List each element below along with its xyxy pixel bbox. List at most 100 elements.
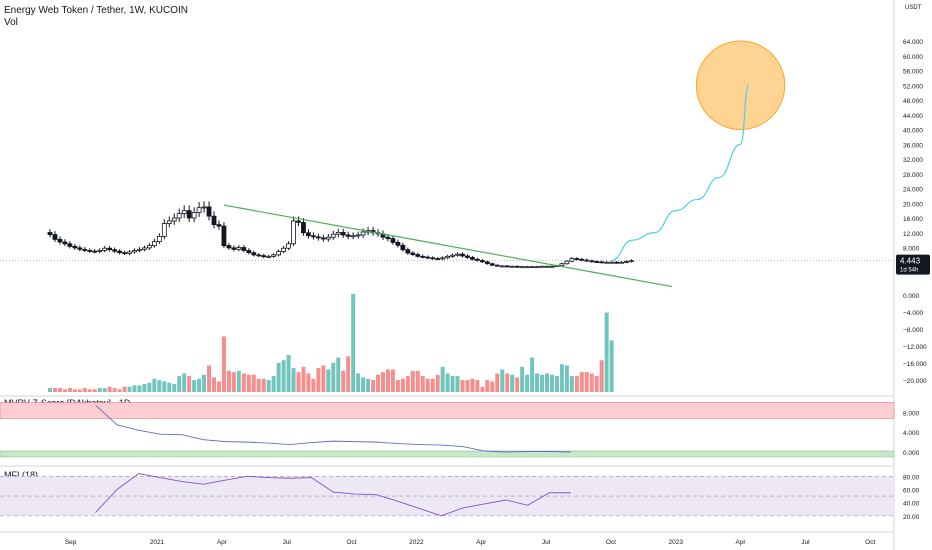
volume-bar: [351, 294, 356, 392]
candle-body: [216, 224, 222, 227]
volume-bar: [505, 373, 510, 392]
volume-bar: [520, 366, 525, 392]
candle-body: [325, 236, 331, 240]
candle-body: [241, 247, 247, 251]
volume-bar: [152, 378, 157, 392]
price-tick: 8.000: [903, 246, 920, 253]
volume-legend[interactable]: Vol: [4, 17, 18, 28]
volume-bar: [604, 312, 609, 392]
candle-body: [181, 210, 187, 214]
candle-body: [211, 215, 217, 226]
volume-bar: [182, 373, 187, 392]
volume-bar: [589, 373, 594, 392]
volume-bar: [535, 373, 540, 392]
candle-body: [509, 265, 515, 268]
volume-bar: [291, 368, 296, 392]
time-tick: Jul: [542, 539, 551, 546]
price-tick: −8.000: [903, 327, 923, 334]
price-tick: 32.000: [903, 157, 923, 164]
volume-bar: [97, 388, 102, 392]
volume-bar: [425, 378, 430, 392]
volume-bar: [52, 388, 57, 392]
time-tick: Sep: [65, 539, 77, 546]
volume-bar: [450, 376, 455, 392]
price-tick: 12.000: [903, 231, 923, 238]
volume-bar: [261, 378, 266, 392]
volume-bar: [281, 360, 286, 392]
volume-bar: [420, 376, 425, 392]
candle-body: [92, 250, 98, 253]
volume-bar: [192, 380, 197, 392]
volume-bar: [67, 388, 72, 392]
candle-body: [191, 212, 197, 219]
volume-bar: [361, 377, 366, 392]
price-tick: −16.000: [903, 361, 927, 368]
volume-bar: [559, 364, 564, 392]
volume-bar: [400, 378, 405, 392]
price-tick: 40.000: [903, 128, 923, 135]
volume-bar: [256, 378, 261, 392]
volume-bar: [311, 378, 316, 392]
volume-bar: [57, 388, 62, 392]
candle-body: [142, 247, 147, 250]
volume-bar: [207, 365, 212, 392]
price-tick: 16.000: [903, 216, 923, 223]
volume-bar: [276, 362, 281, 392]
candle-body: [529, 266, 535, 269]
candle-body: [609, 261, 615, 264]
candle-body: [499, 265, 505, 268]
price-tick: −20.000: [903, 378, 927, 385]
candle-body: [231, 247, 237, 250]
time-tick: Oct: [606, 539, 616, 546]
time-tick: Jul: [283, 539, 292, 546]
volume-bar: [147, 382, 152, 392]
candle-body: [82, 248, 88, 251]
volume-bar: [564, 365, 569, 392]
volume-bar: [177, 376, 182, 392]
volume-bar: [172, 384, 177, 392]
price-tick: 0.000: [903, 293, 920, 300]
volume-bar: [132, 385, 137, 392]
price-tick: 64.000: [903, 39, 923, 46]
mfi-line: [95, 473, 571, 517]
candle-body: [127, 251, 132, 254]
candle-body: [176, 213, 182, 219]
candle-body: [435, 258, 441, 260]
candle-body: [519, 266, 525, 269]
candle-body: [574, 258, 580, 260]
symbol-title[interactable]: Energy Web Token / Tether, 1W, KUCOIN: [4, 5, 188, 16]
candle-body: [161, 223, 167, 237]
candle-body: [405, 249, 411, 254]
candle-body: [599, 261, 605, 264]
candle-body: [430, 257, 436, 260]
volume-bar: [495, 373, 500, 392]
candle-body: [196, 207, 202, 213]
volume-bar: [500, 369, 505, 392]
mvrv-high-zone: [0, 402, 895, 419]
volume-bar: [569, 376, 574, 392]
volume-bar: [167, 382, 172, 392]
price-tick: −4.000: [903, 310, 923, 317]
candle-body: [410, 252, 416, 255]
candle-body: [330, 233, 336, 238]
volume-bar: [430, 378, 435, 392]
volume-bar: [599, 360, 604, 392]
trendline: [223, 204, 673, 288]
candle-body: [564, 260, 570, 265]
mfi-tick: 20.00: [903, 514, 920, 521]
volume-bar: [142, 384, 147, 392]
candle-body: [97, 250, 103, 252]
mfi-tick: 60.00: [903, 487, 920, 494]
mfi-title[interactable]: MFI (18): [4, 470, 39, 480]
time-tick: 2021: [150, 539, 165, 546]
candle-body: [390, 238, 396, 243]
candle-body: [266, 255, 272, 258]
candle-body: [296, 220, 301, 223]
volume-bar: [609, 340, 614, 392]
candle-body: [544, 265, 550, 268]
volume-bar: [321, 365, 326, 392]
candle-body: [534, 266, 540, 269]
candle-body: [395, 241, 401, 246]
volume-bar: [460, 380, 465, 392]
